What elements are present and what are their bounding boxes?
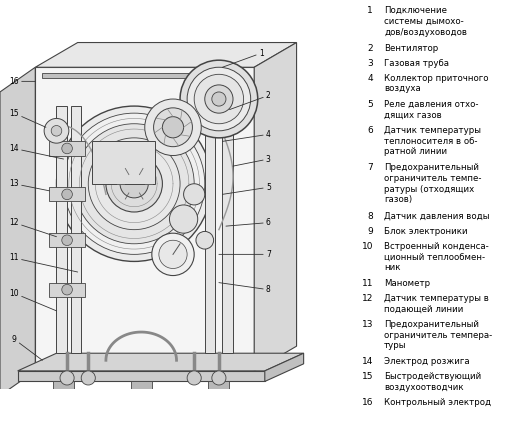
Text: Встроенный конденса-
ционный теплообмен-
ник: Встроенный конденса- ционный теплообмен-… [384, 242, 489, 272]
Text: 11: 11 [362, 279, 373, 288]
Circle shape [212, 92, 226, 106]
Text: 14: 14 [9, 144, 64, 159]
Bar [208, 382, 230, 392]
Text: 1: 1 [367, 6, 373, 15]
Text: 12: 12 [9, 218, 56, 237]
Polygon shape [18, 353, 304, 371]
Circle shape [62, 189, 72, 200]
Text: 14: 14 [362, 357, 373, 366]
Circle shape [56, 106, 212, 262]
Polygon shape [265, 353, 304, 382]
Text: Электрод розжига: Электрод розжига [384, 357, 470, 366]
Circle shape [145, 99, 201, 156]
Circle shape [163, 117, 183, 138]
Bar [42, 73, 247, 78]
Text: 13: 13 [362, 320, 373, 329]
Text: 6: 6 [367, 126, 373, 135]
Text: 3: 3 [233, 154, 271, 166]
Circle shape [64, 113, 205, 254]
Text: 1: 1 [223, 49, 264, 67]
Text: 5: 5 [367, 100, 373, 109]
Text: 9: 9 [12, 335, 42, 360]
Bar [49, 141, 85, 156]
Text: Вентилятор: Вентилятор [384, 44, 438, 53]
Circle shape [62, 235, 72, 245]
Text: 11: 11 [9, 254, 78, 272]
Polygon shape [254, 42, 297, 371]
Bar [49, 233, 85, 247]
Text: 15: 15 [9, 109, 46, 127]
Text: 9: 9 [367, 226, 373, 236]
Bar [53, 382, 74, 392]
Text: 8: 8 [367, 212, 373, 220]
Text: Датчик температуры
теплоносителя в об-
ратной линии: Датчик температуры теплоносителя в об- р… [384, 126, 481, 156]
Circle shape [81, 371, 96, 385]
Text: Манометр: Манометр [384, 279, 430, 288]
Circle shape [152, 233, 194, 276]
Bar [49, 187, 85, 201]
Bar [223, 124, 233, 353]
Bar [71, 106, 81, 353]
Circle shape [187, 67, 250, 131]
Text: 12: 12 [362, 294, 373, 303]
Circle shape [153, 108, 193, 147]
Text: Предохранительный
ограничитель темпе-
ратуры (отходящих
газов): Предохранительный ограничитель темпе- ра… [384, 163, 482, 204]
Circle shape [88, 138, 180, 230]
Text: 8: 8 [219, 283, 271, 294]
Text: 15: 15 [362, 372, 373, 381]
Circle shape [120, 170, 148, 198]
Circle shape [187, 371, 201, 385]
Circle shape [74, 124, 194, 244]
Text: 10: 10 [9, 289, 56, 311]
Circle shape [212, 371, 226, 385]
Polygon shape [36, 67, 254, 371]
Text: 4: 4 [223, 130, 271, 141]
Circle shape [60, 371, 74, 385]
Text: 10: 10 [362, 242, 373, 251]
Text: Подключение
системы дымохо-
дов/воздуховодов: Подключение системы дымохо- дов/воздухов… [384, 6, 467, 37]
Bar [49, 283, 85, 297]
Circle shape [44, 118, 69, 143]
Polygon shape [36, 42, 297, 67]
Bar [131, 382, 152, 392]
Polygon shape [18, 371, 265, 382]
Text: 2: 2 [368, 44, 373, 53]
Text: Блок электроники: Блок электроники [384, 226, 468, 236]
Circle shape [51, 126, 62, 136]
Bar [92, 141, 155, 184]
Text: 7: 7 [367, 163, 373, 172]
Bar [205, 124, 215, 353]
Text: 4: 4 [368, 74, 373, 83]
Circle shape [159, 240, 187, 268]
Circle shape [183, 184, 205, 205]
Circle shape [170, 205, 198, 233]
Polygon shape [0, 67, 36, 396]
Text: 6: 6 [226, 218, 271, 227]
Bar [56, 106, 67, 353]
Text: Газовая труба: Газовая труба [384, 59, 449, 68]
Circle shape [205, 85, 233, 113]
Text: 16: 16 [9, 77, 36, 86]
Circle shape [62, 285, 72, 295]
Text: Быстродействующий
воздухоотводчик: Быстродействующий воздухоотводчик [384, 372, 481, 392]
Circle shape [194, 74, 244, 124]
Text: Датчик температуры в
подающей линии: Датчик температуры в подающей линии [384, 294, 489, 314]
Text: 2: 2 [230, 91, 271, 110]
Text: 5: 5 [223, 183, 271, 194]
Text: Коллектор приточного
воздуха: Коллектор приточного воздуха [384, 74, 489, 93]
Text: Контрольный электрод: Контрольный электрод [384, 399, 491, 407]
Text: 16: 16 [362, 399, 373, 407]
Text: 7: 7 [219, 250, 271, 259]
Circle shape [106, 156, 163, 212]
Circle shape [62, 143, 72, 154]
Text: Предохранительный
ограничитель темпера-
туры: Предохранительный ограничитель темпера- … [384, 320, 492, 351]
Circle shape [196, 232, 213, 249]
Text: 3: 3 [367, 59, 373, 68]
Text: 13: 13 [9, 179, 49, 191]
Text: Датчик давления воды: Датчик давления воды [384, 212, 490, 220]
Circle shape [180, 60, 258, 138]
Text: Реле давления отхо-
дящих газов: Реле давления отхо- дящих газов [384, 100, 479, 120]
